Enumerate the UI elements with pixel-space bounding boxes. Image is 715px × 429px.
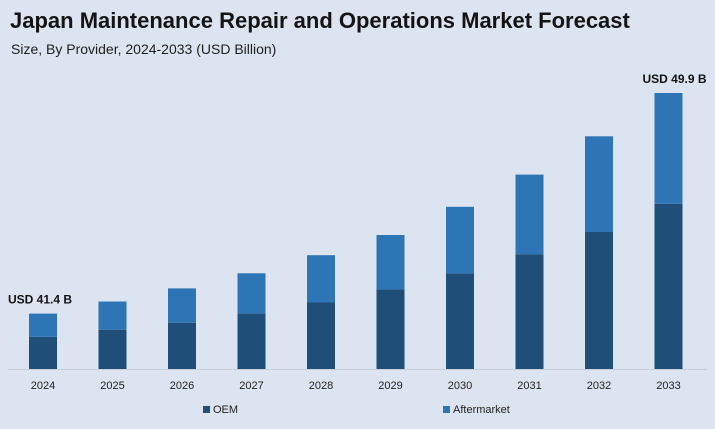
bar-oem-2032 [585, 232, 613, 369]
bar-aftermarket-2029 [376, 235, 405, 290]
bar-oem-2029 [376, 289, 405, 369]
bar-aftermarket-2030 [446, 206, 474, 274]
x-tick-label-2024: 2024 [31, 380, 55, 392]
x-tick-label-2031: 2031 [517, 380, 541, 392]
bar-oem-2027 [237, 313, 266, 369]
chart-title: Japan Maintenance Repair and Operations … [10, 8, 630, 33]
bar-aftermarket-2028 [307, 255, 335, 303]
bar-oem-2025 [98, 329, 127, 369]
bar-oem-2026 [168, 322, 196, 369]
annotation-2024: USD 41.4 B [8, 293, 72, 307]
bar-oem-2028 [307, 302, 335, 369]
bar-aftermarket-2031 [515, 174, 544, 255]
annotation-2033: USD 49.9 B [642, 72, 706, 86]
bar-oem-2024 [29, 336, 57, 369]
legend-label-oem: OEM [213, 404, 238, 416]
bar-aftermarket-2032 [585, 136, 613, 232]
x-tick-label-2028: 2028 [309, 380, 333, 392]
legend-swatch-aftermarket [443, 406, 450, 413]
x-tick-label-2025: 2025 [100, 380, 124, 392]
legend-label-aftermarket: Aftermarket [453, 404, 510, 416]
bar-oem-2031 [515, 254, 544, 369]
x-tick-label-2026: 2026 [170, 380, 194, 392]
bar-aftermarket-2033 [654, 93, 683, 204]
legend-swatch-oem [203, 406, 210, 413]
bar-aftermarket-2024 [29, 313, 57, 337]
bar-aftermarket-2025 [98, 301, 127, 330]
bar-oem-2030 [446, 273, 474, 369]
x-tick-label-2030: 2030 [448, 380, 472, 392]
bar-oem-2033 [654, 203, 683, 369]
bar-aftermarket-2026 [168, 288, 196, 323]
x-tick-label-2032: 2032 [587, 380, 611, 392]
bar-aftermarket-2027 [237, 273, 266, 314]
x-tick-label-2027: 2027 [239, 380, 263, 392]
x-tick-label-2029: 2029 [378, 380, 402, 392]
chart-subtitle: Size, By Provider, 2024-2033 (USD Billio… [11, 41, 277, 57]
x-tick-label-2033: 2033 [656, 380, 680, 392]
